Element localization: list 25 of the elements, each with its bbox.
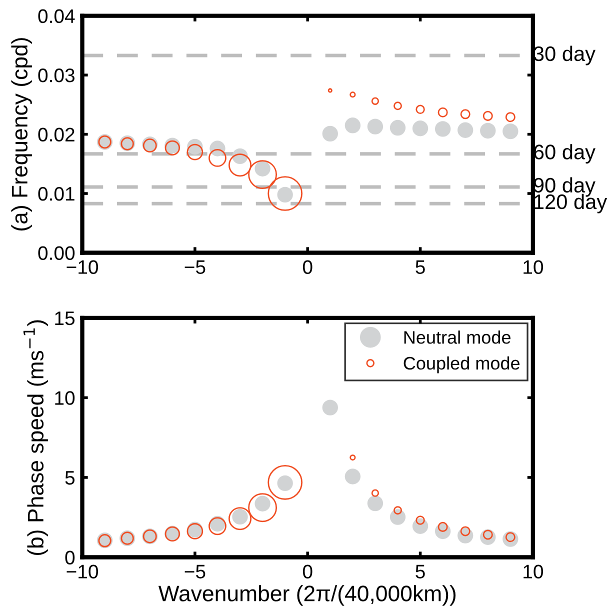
y-tick-label: 10 xyxy=(55,391,75,405)
y-tick-label: 15 xyxy=(55,312,75,326)
x-tick-label: −10 xyxy=(66,564,98,578)
x-tick-label: −5 xyxy=(184,564,206,578)
x-tick-label: 5 xyxy=(416,260,425,274)
x-axis-title: Wavenumber (2π/(40,000km)) xyxy=(158,585,456,606)
ref-line-label: 30 day xyxy=(534,46,596,66)
y-tick-label: 0 xyxy=(65,550,75,564)
y-tick-label: 0.04 xyxy=(38,9,75,24)
x-tick-label: 0 xyxy=(302,260,312,274)
y-tick-label: 0.00 xyxy=(38,246,75,260)
x-tick-label: 10 xyxy=(524,564,544,578)
y-axis-title: (a) Frequency (cpd) xyxy=(11,38,32,230)
x-tick-label: −5 xyxy=(184,260,206,274)
y-tick-label: 5 xyxy=(65,471,75,485)
x-tick-label: 10 xyxy=(524,260,544,274)
y-tick-label: 0.01 xyxy=(38,186,74,201)
y-tick-label: 0.02 xyxy=(38,128,74,142)
x-tick-label: 5 xyxy=(416,564,425,578)
x-tick-label: −10 xyxy=(66,260,98,274)
y-tick-label: 0.03 xyxy=(38,68,74,82)
x-tick-label: 0 xyxy=(302,564,312,578)
legend-label: Neutral mode xyxy=(404,330,510,344)
legend-label: Coupled mode xyxy=(404,356,520,374)
y-axis-title: (b) Phase speed (ms$^{−1}$) xyxy=(23,320,48,555)
